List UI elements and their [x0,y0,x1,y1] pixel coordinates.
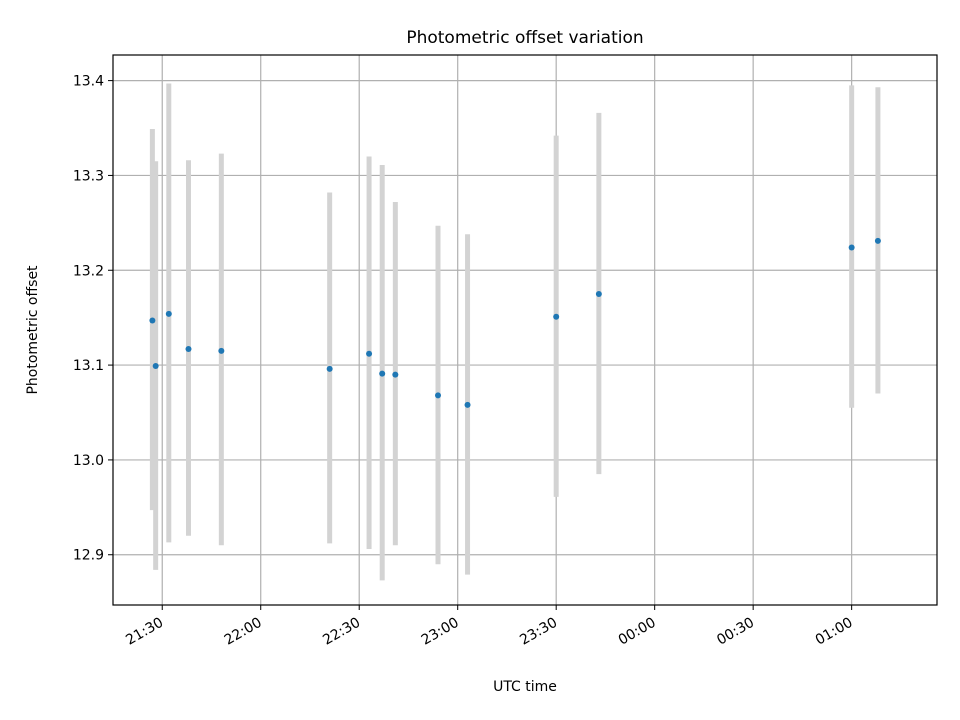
data-point [326,365,333,372]
x-tick-label: 23:00 [419,615,462,649]
x-axis-label: UTC time [493,679,557,695]
x-tick-label: 00:00 [616,615,659,649]
data-point [435,392,442,399]
data-point [848,244,855,251]
data-point [185,345,192,352]
x-tick-label: 01:00 [813,615,856,649]
y-tick-label: 12.9 [73,548,104,564]
y-tick-label: 13.2 [73,263,104,279]
data-point [553,313,560,320]
grid-lines [113,55,937,605]
data-point [392,371,399,378]
x-tick-label: 23:30 [517,615,560,649]
data-point [379,370,386,377]
x-tick-label: 22:30 [320,615,363,649]
data-point [218,347,225,354]
chart-title: Photometric offset variation [406,28,643,48]
y-tick-label: 13.0 [73,453,104,469]
y-tick-label: 13.1 [73,358,104,374]
plot-frame [112,54,938,606]
y-tick-label: 13.4 [73,74,104,90]
data-points [149,237,881,408]
x-axis-ticks: 21:30 22:00 22:30 23:00 23:30 00:00 00:30 01:00 [123,605,856,649]
y-tick-label: 13.3 [73,168,104,184]
y-axis-label: Photometric offset [25,265,41,395]
x-tick-label: 22:00 [222,615,265,649]
data-point [152,363,159,370]
y-axis-ticks: 12.9 13.0 13.1 13.2 13.3 13.4 [73,74,113,564]
data-point [464,401,471,408]
x-tick-label: 21:30 [123,615,166,649]
x-tick-label: 00:30 [714,615,757,649]
data-point [366,350,373,357]
data-point [595,290,602,297]
data-point [165,310,172,317]
data-point [874,237,881,244]
data-point [149,317,156,324]
